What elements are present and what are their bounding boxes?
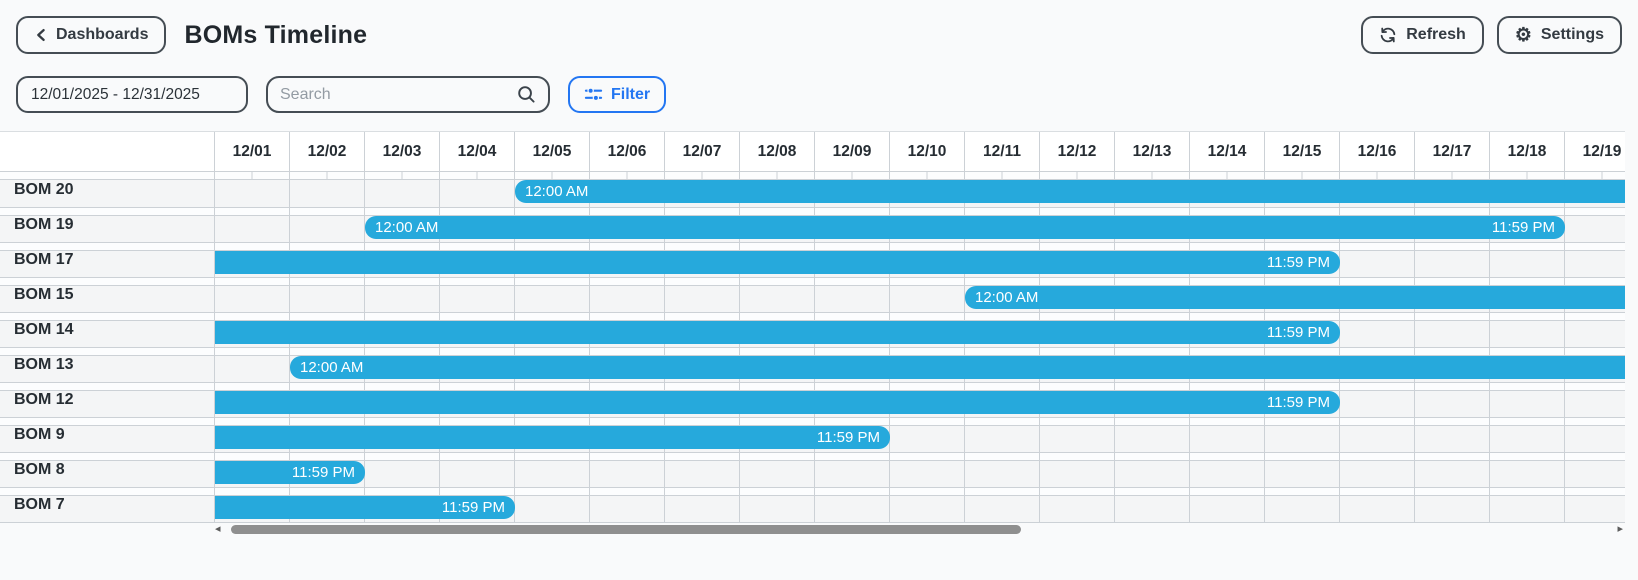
row-label: BOM 14 (0, 313, 215, 347)
row-grid-cells (215, 453, 1625, 487)
settings-label: Settings (1540, 26, 1604, 43)
refresh-label: Refresh (1406, 26, 1466, 43)
timeline-bar[interactable]: 11:59 PM (215, 426, 890, 449)
timeline-bar[interactable]: 11:59 PM (215, 251, 1340, 274)
timeline-column-header: 12/16 (1340, 132, 1415, 171)
bar-end-time-label: 11:59 PM (1266, 394, 1330, 411)
timeline-bar[interactable]: 11:59 PM (215, 496, 515, 519)
timeline-column-header: 12/11 (965, 132, 1040, 171)
timeline-column-header: 12/05 (515, 132, 590, 171)
row-label: BOM 15 (0, 278, 215, 312)
timeline-bar[interactable]: 11:59 PM (215, 391, 1340, 414)
timeline-column-header: 12/08 (740, 132, 815, 171)
timeline-row: BOM 15 12:00 AM (0, 277, 1625, 312)
timeline-header-corner (0, 132, 215, 171)
timeline-column-header: 12/13 (1115, 132, 1190, 171)
timeline-column-header: 12/17 (1415, 132, 1490, 171)
topbar: Dashboards BOMs Timeline Refresh ⚙ Setti… (0, 0, 1638, 54)
timeline-column-header: 12/04 (440, 132, 515, 171)
timeline-row: BOM 19 12:00 AM 11:59 PM (0, 207, 1625, 242)
scrollbar-thumb[interactable] (230, 524, 1021, 534)
horizontal-scrollbar[interactable]: ◂ ▸ (215, 523, 1623, 535)
chevron-left-icon (37, 28, 45, 42)
row-label: BOM 9 (0, 418, 215, 452)
timeline-row: BOM 12 11:59 PM (0, 382, 1625, 417)
bar-start-time-label: 12:00 AM (300, 359, 364, 376)
timeline-column-header: 12/14 (1190, 132, 1265, 171)
date-range-input[interactable] (16, 76, 248, 113)
dashboards-back-label: Dashboards (56, 26, 149, 43)
timeline-table: 12/01 12/02 12/03 12/04 12/05 12/06 12/07 12/08… (0, 131, 1625, 523)
row-label: BOM 20 (0, 172, 215, 207)
timeline-row: BOM 14 11:59 PM (0, 312, 1625, 347)
filter-label: Filter (611, 85, 651, 103)
filter-button[interactable]: Filter (568, 76, 667, 113)
bar-end-time-label: 11:59 PM (1266, 324, 1330, 341)
timeline-bar[interactable]: 12:00 AM (290, 356, 1625, 379)
timeline-row: BOM 7 11:59 PM (0, 487, 1625, 522)
row-label: BOM 7 (0, 488, 215, 522)
timeline-bar[interactable]: 12:00 AM (965, 286, 1625, 309)
refresh-icon (1380, 27, 1396, 43)
timeline-bar[interactable]: 11:59 PM (215, 461, 365, 484)
timeline-column-header: 12/10 (890, 132, 965, 171)
bar-end-time-label: 11:59 PM (1266, 254, 1330, 271)
triangle-left-icon[interactable]: ◂ (215, 522, 221, 535)
timeline-bar[interactable]: 12:00 AM 11:59 PM (365, 216, 1565, 239)
timeline-column-header: 12/09 (815, 132, 890, 171)
row-label: BOM 17 (0, 243, 215, 277)
timeline-body: BOM 20 12:00 AM BOM 19 12:00 AM 11:59 PM BOM … (0, 172, 1625, 522)
row-label: BOM 12 (0, 383, 215, 417)
page-title: BOMs Timeline (184, 20, 368, 49)
timeline-bar[interactable]: 11:59 PM (215, 321, 1340, 344)
row-label: BOM 19 (0, 208, 215, 242)
bar-start-time-label: 12:00 AM (975, 289, 1039, 306)
timeline-column-header: 12/01 (215, 132, 290, 171)
gear-icon: ⚙ (1514, 24, 1532, 46)
refresh-button[interactable]: Refresh (1361, 16, 1484, 54)
bar-end-time-label: 11:59 PM (1491, 219, 1555, 236)
bar-start-time-label: 12:00 AM (525, 183, 589, 200)
timeline-row: BOM 20 12:00 AM (0, 172, 1625, 207)
timeline-column-header: 12/19 (1565, 132, 1625, 171)
bar-end-time-label: 11:59 PM (816, 429, 880, 446)
timeline-bar[interactable]: 12:00 AM (515, 180, 1625, 203)
timeline-header-row: 12/01 12/02 12/03 12/04 12/05 12/06 12/07 12/08… (0, 132, 1625, 172)
timeline-column-header: 12/02 (290, 132, 365, 171)
search-icon (518, 86, 535, 103)
row-label: BOM 8 (0, 453, 215, 487)
timeline-column-header: 12/07 (665, 132, 740, 171)
timeline-row: BOM 13 12:00 AM (0, 347, 1625, 382)
search-box[interactable] (266, 76, 550, 113)
timeline-column-header: 12/12 (1040, 132, 1115, 171)
bar-start-time-label: 12:00 AM (375, 219, 439, 236)
timeline-column-header: 12/03 (365, 132, 440, 171)
triangle-right-icon[interactable]: ▸ (1617, 522, 1623, 535)
sliders-icon (584, 87, 603, 102)
scrollbar-track[interactable] (223, 524, 1616, 534)
settings-button[interactable]: ⚙ Settings (1496, 16, 1622, 54)
timeline-row: BOM 9 11:59 PM (0, 417, 1625, 452)
top-actions: Refresh ⚙ Settings (1361, 16, 1622, 54)
timeline-column-header: 12/18 (1490, 132, 1565, 171)
timeline-row: BOM 17 11:59 PM (0, 242, 1625, 277)
search-input[interactable] (280, 85, 517, 104)
timeline-row: BOM 8 11:59 PM (0, 452, 1625, 487)
timeline-column-header: 12/06 (590, 132, 665, 171)
row-label: BOM 13 (0, 348, 215, 382)
dashboards-back-button[interactable]: Dashboards (16, 16, 167, 54)
timeline-column-header: 12/15 (1265, 132, 1340, 171)
toolbar: Filter (16, 76, 1622, 113)
bar-end-time-label: 11:59 PM (441, 499, 505, 516)
bar-end-time-label: 11:59 PM (291, 464, 355, 481)
